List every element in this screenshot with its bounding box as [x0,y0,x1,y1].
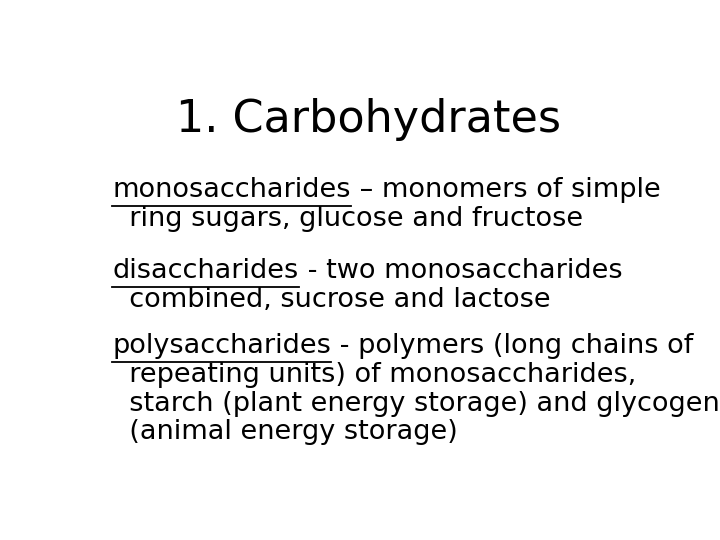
Text: (animal energy storage): (animal energy storage) [112,420,458,446]
Text: – monomers of simple: – monomers of simple [351,177,660,203]
Text: combined, sucrose and lactose: combined, sucrose and lactose [112,287,551,313]
Text: - two monosaccharides: - two monosaccharides [299,258,622,284]
Text: starch (plant energy storage) and glycogen: starch (plant energy storage) and glycog… [112,390,720,416]
Text: monosaccharides: monosaccharides [112,177,351,203]
Text: repeating units) of monosaccharides,: repeating units) of monosaccharides, [112,362,636,388]
Text: - polymers (long chains of: - polymers (long chains of [331,333,693,359]
Text: polysaccharides: polysaccharides [112,333,331,359]
Text: disaccharides: disaccharides [112,258,299,284]
Text: ring sugars, glucose and fructose: ring sugars, glucose and fructose [112,206,583,232]
Text: 1. Carbohydrates: 1. Carbohydrates [176,98,562,141]
